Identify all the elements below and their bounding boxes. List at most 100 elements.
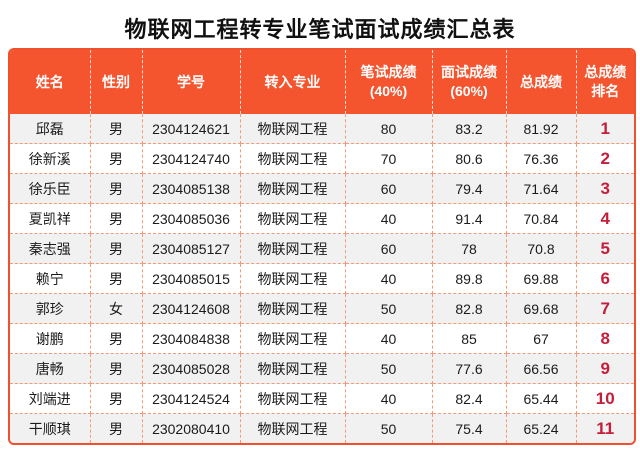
table-row: 邱磊男 2304124621 物联网工程 80 83.2 81.92 1 — [10, 114, 634, 144]
cell-written: 40 — [344, 383, 433, 414]
cell-student-id: 2304124608 — [141, 293, 241, 324]
cell-gender: 男 — [89, 114, 143, 144]
cell-student-id: 2304124740 — [141, 143, 241, 174]
cell-written: 60 — [344, 233, 433, 264]
cell-interview: 85 — [431, 323, 507, 354]
cell-interview: 79.4 — [431, 173, 507, 204]
cell-total: 65.24 — [505, 413, 577, 443]
cell-student-id: 2304085138 — [141, 173, 241, 204]
header-row: 姓名 性别 学号 转入专业 笔试成绩 (40%) 面试成绩 (60%) 总成绩 … — [10, 50, 634, 114]
cell-student-id: 2304084838 — [141, 323, 241, 354]
cell-gender: 男 — [89, 353, 143, 384]
cell-gender: 男 — [89, 413, 143, 443]
cell-rank: 2 — [575, 143, 634, 174]
cell-major: 物联网工程 — [239, 233, 346, 264]
cell-student-id: 2304085028 — [141, 353, 241, 384]
cell-interview: 75.4 — [431, 413, 507, 443]
cell-rank: 11 — [575, 413, 634, 443]
cell-student-id: 2304124621 — [141, 114, 241, 144]
col-header-rank: 总成绩 排名 — [575, 50, 634, 114]
cell-name: 邱磊 — [10, 114, 91, 144]
table-row: 郭珍女 2304124608 物联网工程 50 82.8 69.68 7 — [10, 293, 634, 324]
cell-rank: 10 — [575, 383, 634, 414]
col-header-interview: 面试成绩 (60%) — [431, 50, 507, 114]
cell-written: 60 — [344, 173, 433, 204]
cell-written: 80 — [344, 114, 433, 144]
cell-major: 物联网工程 — [239, 413, 346, 443]
cell-name: 夏凯祥 — [10, 203, 91, 234]
cell-total: 67 — [505, 323, 577, 354]
cell-interview: 82.8 — [431, 293, 507, 324]
col-header-written: 笔试成绩 (40%) — [344, 50, 433, 114]
cell-name: 秦志强 — [10, 233, 91, 264]
cell-interview: 82.4 — [431, 383, 507, 414]
cell-written: 50 — [344, 413, 433, 443]
cell-major: 物联网工程 — [239, 323, 346, 354]
cell-major: 物联网工程 — [239, 353, 346, 384]
col-header-total: 总成绩 — [505, 50, 577, 114]
table-row: 唐畅男 2304085028 物联网工程 50 77.6 66.56 9 — [10, 353, 634, 384]
cell-gender: 男 — [89, 263, 143, 294]
cell-interview: 78 — [431, 233, 507, 264]
page-title: 物联网工程转专业笔试面试成绩汇总表 — [124, 17, 516, 42]
cell-major: 物联网工程 — [239, 383, 346, 414]
cell-rank: 7 — [575, 293, 634, 324]
cell-written: 40 — [344, 323, 433, 354]
cell-total: 66.56 — [505, 353, 577, 384]
cell-rank: 5 — [575, 233, 634, 264]
table-row: 秦志强男 2304085127 物联网工程 60 78 70.8 5 — [10, 233, 634, 264]
cell-gender: 男 — [89, 233, 143, 264]
col-header-major: 转入专业 — [239, 50, 346, 114]
cell-interview: 91.4 — [431, 203, 507, 234]
cell-major: 物联网工程 — [239, 263, 346, 294]
cell-name: 郭珍 — [10, 293, 91, 324]
cell-written: 40 — [344, 263, 433, 294]
cell-rank: 6 — [575, 263, 634, 294]
cell-total: 65.44 — [505, 383, 577, 414]
table-row: 刘端进男 2304124524 物联网工程 40 82.4 65.44 10 — [10, 383, 634, 414]
cell-major: 物联网工程 — [239, 173, 346, 204]
cell-name: 干顺琪 — [10, 413, 91, 443]
table-row: 夏凯祥男 2304085036 物联网工程 40 91.4 70.84 4 — [10, 203, 634, 234]
cell-interview: 83.2 — [431, 114, 507, 144]
col-header-student-id: 学号 — [141, 50, 241, 114]
cell-gender: 男 — [89, 383, 143, 414]
cell-major: 物联网工程 — [239, 143, 346, 174]
score-table: 姓名 性别 学号 转入专业 笔试成绩 (40%) 面试成绩 (60%) 总成绩 … — [10, 50, 634, 443]
cell-name: 刘端进 — [10, 383, 91, 414]
cell-written: 70 — [344, 143, 433, 174]
cell-total: 69.68 — [505, 293, 577, 324]
cell-student-id: 2304085127 — [141, 233, 241, 264]
cell-total: 70.84 — [505, 203, 577, 234]
table-row: 徐新溪男 2304124740 物联网工程 70 80.6 76.36 2 — [10, 143, 634, 174]
score-table-container: 姓名 性别 学号 转入专业 笔试成绩 (40%) 面试成绩 (60%) 总成绩 … — [8, 48, 636, 445]
cell-interview: 89.8 — [431, 263, 507, 294]
cell-gender: 男 — [89, 143, 143, 174]
cell-written: 50 — [344, 293, 433, 324]
cell-written: 50 — [344, 353, 433, 384]
cell-student-id: 2302080410 — [141, 413, 241, 443]
cell-rank: 8 — [575, 323, 634, 354]
table-row: 谢鹏男 2304084838 物联网工程 40 85 67 8 — [10, 323, 634, 354]
cell-name: 唐畅 — [10, 353, 91, 384]
table-row: 干顺琪男 2302080410 物联网工程 50 75.4 65.24 11 — [10, 413, 634, 443]
cell-student-id: 2304085015 — [141, 263, 241, 294]
cell-rank: 9 — [575, 353, 634, 384]
cell-rank: 3 — [575, 173, 634, 204]
cell-written: 40 — [344, 203, 433, 234]
table-row: 赖宁男 2304085015 物联网工程 40 89.8 69.88 6 — [10, 263, 634, 294]
cell-name: 谢鹏 — [10, 323, 91, 354]
cell-total: 71.64 — [505, 173, 577, 204]
cell-total: 69.88 — [505, 263, 577, 294]
cell-total: 76.36 — [505, 143, 577, 174]
cell-rank: 4 — [575, 203, 634, 234]
cell-rank: 1 — [575, 114, 634, 144]
cell-gender: 男 — [89, 203, 143, 234]
cell-gender: 男 — [89, 323, 143, 354]
cell-gender: 男 — [89, 173, 143, 204]
cell-total: 70.8 — [505, 233, 577, 264]
cell-gender: 女 — [89, 293, 143, 324]
cell-name: 徐新溪 — [10, 143, 91, 174]
cell-name: 赖宁 — [10, 263, 91, 294]
